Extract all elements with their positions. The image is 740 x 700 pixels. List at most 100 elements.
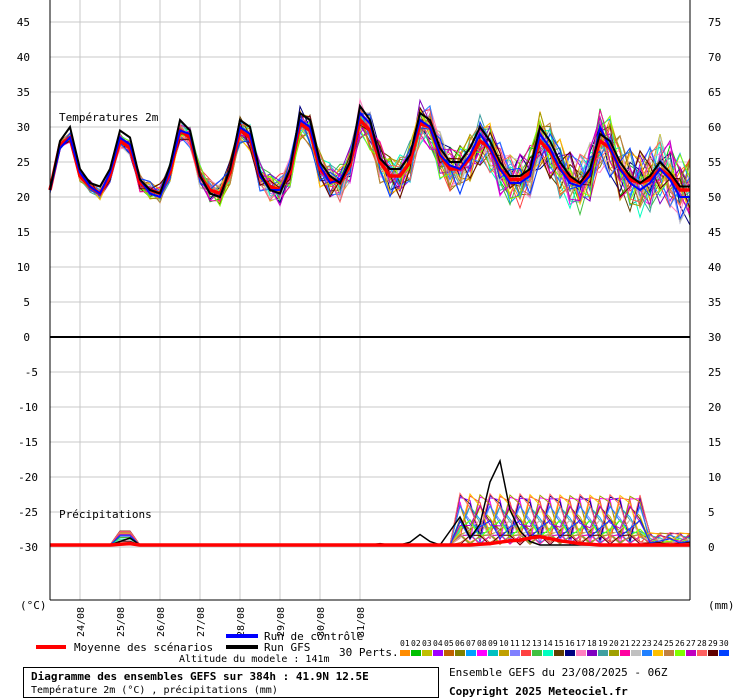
y-tick-right: 75 — [708, 16, 721, 29]
pert-swatch — [686, 650, 696, 656]
pert-number: 28 — [697, 639, 707, 648]
y-tick-left: 40 — [17, 51, 30, 64]
chart-title: Diagramme des ensembles GEFS sur 384h : … — [31, 670, 369, 683]
y-tick-left: 20 — [17, 191, 30, 204]
pert-swatch — [631, 650, 641, 656]
pert-swatch — [609, 650, 619, 656]
x-tick-label: 25/08 — [116, 607, 127, 637]
pert-swatch — [565, 650, 575, 656]
chart-axes — [49, 0, 691, 601]
pert-swatch — [598, 650, 608, 656]
pert-number: 02 — [411, 639, 421, 648]
y-tick-right: 55 — [708, 156, 721, 169]
pert-number: 21 — [620, 639, 630, 648]
pert-swatch — [455, 650, 465, 656]
pert-number: 05 — [444, 639, 454, 648]
pert-number: 23 — [642, 639, 652, 648]
y-tick-left: 45 — [17, 16, 30, 29]
pert-swatch — [642, 650, 652, 656]
series-line-gfs — [49, 103, 690, 199]
pert-swatch — [411, 650, 421, 656]
y-tick-left: 5 — [23, 296, 30, 309]
pert-swatch — [510, 650, 520, 656]
pert-swatch — [719, 650, 729, 656]
pert-swatch — [697, 650, 707, 656]
y-tick-right: 30 — [708, 331, 721, 344]
pert-number: 15 — [554, 639, 564, 648]
pert-number: 14 — [543, 639, 553, 648]
x-tick-label: 24/08 — [76, 607, 87, 637]
pert-swatch — [587, 650, 597, 656]
main-series-lines — [48, 103, 690, 547]
y-tick-right: 40 — [708, 261, 721, 274]
perturbation-lines — [49, 97, 691, 546]
model-altitude: Altitude du modele : 141m — [179, 654, 330, 665]
pert-swatch — [708, 650, 718, 656]
pert-swatch — [433, 650, 443, 656]
pert-number: 19 — [598, 639, 608, 648]
right-unit: (mm) — [708, 599, 735, 612]
pert-number: 10 — [499, 639, 509, 648]
pert-swatch — [576, 650, 586, 656]
y-tick-left: 15 — [17, 226, 30, 239]
pert-swatch — [653, 650, 663, 656]
pert-number: 06 — [455, 639, 465, 648]
pert-number: 24 — [653, 639, 663, 648]
y-tick-left: -15 — [18, 436, 38, 449]
pert-number: 01 — [400, 639, 410, 648]
y-tick-left: -25 — [18, 506, 38, 519]
chart-grid — [50, 0, 690, 600]
y-tick-left: -30 — [18, 541, 38, 554]
pert-number: 22 — [631, 639, 641, 648]
pert-swatch — [466, 650, 476, 656]
pert-number: 08 — [477, 639, 487, 648]
pert-swatch — [532, 650, 542, 656]
y-tick-left: 10 — [17, 261, 30, 274]
pert-swatch — [554, 650, 564, 656]
pert-number: 16 — [565, 639, 575, 648]
pert-swatch — [488, 650, 498, 656]
y-tick-left: 25 — [17, 156, 30, 169]
precip-mean-line — [50, 534, 690, 547]
y-tick-right: 20 — [708, 401, 721, 414]
pert-number: 30 — [719, 639, 729, 648]
y-tick-right: 5 — [708, 506, 715, 519]
x-tick-label: 28/08 — [236, 607, 247, 637]
x-tick-label: 27/08 — [196, 607, 207, 637]
pert-swatch — [675, 650, 685, 656]
pert-number: 03 — [422, 639, 432, 648]
pert-number: 25 — [664, 639, 674, 648]
y-tick-right: 0 — [708, 541, 715, 554]
pert-swatch — [664, 650, 674, 656]
legend-perts-label: 30 Perts. — [339, 646, 399, 659]
precip-panel-label: Précipitations — [59, 508, 152, 521]
y-tick-left: 35 — [17, 86, 30, 99]
y-tick-right: 45 — [708, 226, 721, 239]
pert-swatch — [477, 650, 487, 656]
pert-number: 18 — [587, 639, 597, 648]
legend-control-label: Run de contrôle — [264, 630, 363, 643]
legend-gfs-label: Run GFS — [264, 641, 310, 654]
y-tick-right: 65 — [708, 86, 721, 99]
pert-number: 17 — [576, 639, 586, 648]
copyright: Copyright 2025 Meteociel.fr — [449, 685, 628, 698]
y-tick-right: 15 — [708, 436, 721, 449]
y-tick-right: 35 — [708, 296, 721, 309]
y-tick-right: 60 — [708, 121, 721, 134]
chart-labels: 45403530252015105075706560555045403530-5… — [17, 16, 735, 637]
x-tick-label: 29/08 — [276, 607, 287, 637]
pert-number: 11 — [510, 639, 520, 648]
y-tick-right: 70 — [708, 51, 721, 64]
pert-number: 09 — [488, 639, 498, 648]
chart-subtitle: Température 2m (°C) , précipitations (mm… — [31, 685, 278, 696]
pert-number: 12 — [521, 639, 531, 648]
y-tick-left: -10 — [18, 401, 38, 414]
pert-number: 04 — [433, 639, 443, 648]
pert-swatch — [521, 650, 531, 656]
pert-number: 13 — [532, 639, 542, 648]
run-info: Ensemble GEFS du 23/08/2025 - 06Z — [449, 666, 668, 679]
y-tick-left: 30 — [17, 121, 30, 134]
pert-swatch — [400, 650, 410, 656]
y-tick-right: 10 — [708, 471, 721, 484]
y-tick-left: -20 — [18, 471, 38, 484]
